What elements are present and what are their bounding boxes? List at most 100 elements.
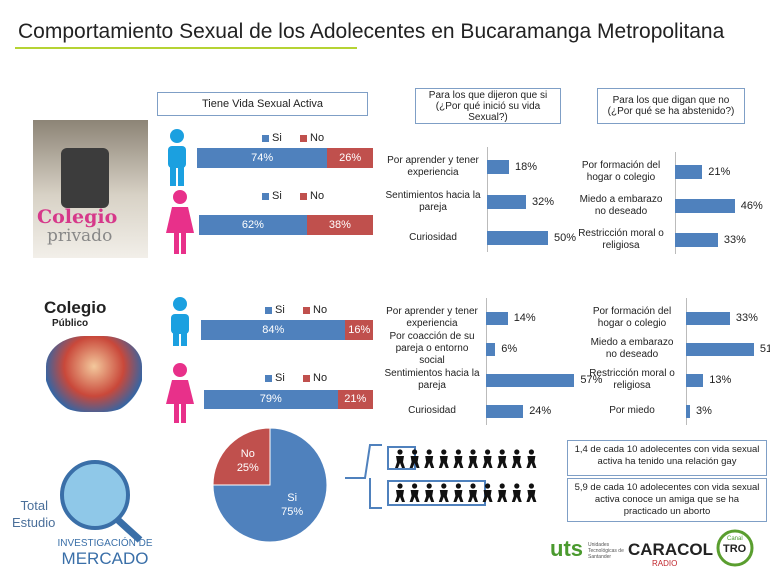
category-text: Por formación del hogar o colegio xyxy=(592,306,672,329)
person-icon xyxy=(438,456,449,468)
person-icon xyxy=(526,490,537,502)
person-icon xyxy=(455,483,461,489)
legend-swatch xyxy=(300,193,307,200)
category-text: Sentimientos hacia la pareja xyxy=(385,190,481,213)
slice-value: 25% xyxy=(237,462,259,474)
sponsor-logo: uts xyxy=(550,536,583,561)
bar xyxy=(686,311,730,325)
category-label: Por miedo xyxy=(584,397,680,425)
person-icon xyxy=(426,449,432,455)
person-icon xyxy=(412,449,418,455)
person-icon xyxy=(453,456,464,468)
people-figures xyxy=(395,449,537,502)
sponsor-logo: TRO xyxy=(723,543,747,555)
category-label: Sentimientos hacia la pareja xyxy=(384,366,480,394)
legend-swatch xyxy=(262,193,269,200)
category-label: Miedo a embarazo no deseado xyxy=(573,192,669,220)
category-text: Restricción moral o religiosa xyxy=(589,368,675,391)
bar-segment xyxy=(197,148,328,168)
value-label: 33% xyxy=(723,234,746,246)
bar xyxy=(686,342,754,356)
value-label: 24% xyxy=(529,405,552,417)
category-label: Por coacción de su pareja o entorno soci… xyxy=(384,331,480,366)
category-label: Sentimientos hacia la pareja xyxy=(385,188,481,216)
male-icon xyxy=(168,129,186,186)
magnifier-logo xyxy=(60,460,130,530)
category-label: Miedo a embarazo no deseado xyxy=(584,335,680,363)
legend-label: Si xyxy=(275,304,285,316)
value-label: 32% xyxy=(532,196,555,208)
person-icon xyxy=(395,490,405,502)
legend-label: Si xyxy=(275,372,285,384)
person-icon xyxy=(528,483,535,489)
bar xyxy=(675,165,703,179)
person-icon xyxy=(426,483,432,489)
category-text: Por coacción de su pareja o entorno soci… xyxy=(389,331,475,366)
category-text: Restricción moral o religiosa xyxy=(578,228,664,251)
bar-segment xyxy=(199,215,307,235)
person-icon xyxy=(514,483,520,489)
category-text: Por aprender y tener experiencia xyxy=(387,155,479,178)
value-label: 16% xyxy=(348,324,371,336)
legend-swatch xyxy=(303,375,310,382)
note: 5,9 de cada 10 adolecentes con vida sexu… xyxy=(567,478,767,522)
bar xyxy=(675,233,718,247)
value-label: 13% xyxy=(709,374,732,386)
school-label: Colegio xyxy=(37,206,118,228)
question-box: Para los que digan que no (¿Por qué se h… xyxy=(597,88,745,124)
axis-line xyxy=(486,298,487,425)
bar xyxy=(486,373,575,387)
category-text: Curiosidad xyxy=(409,232,457,243)
person-icon xyxy=(468,490,478,502)
category-text: Miedo a embarazo no deseado xyxy=(579,194,663,217)
category-label: Curiosidad xyxy=(384,397,480,425)
pie-slice xyxy=(212,427,271,486)
bar-segment xyxy=(204,390,338,409)
value-label: 33% xyxy=(735,312,758,324)
person-icon xyxy=(485,449,491,455)
bar-segment xyxy=(306,215,373,235)
person-icon xyxy=(482,490,493,502)
bar xyxy=(486,311,508,325)
title-underline xyxy=(15,47,357,49)
bar xyxy=(486,404,524,418)
person-icon xyxy=(514,449,520,455)
person-icon xyxy=(526,456,537,468)
total-word: Total xyxy=(20,498,48,513)
person-icon xyxy=(511,456,522,468)
person-icon xyxy=(424,456,435,468)
section-header: Tiene Vida Sexual Activa xyxy=(157,92,368,116)
note: 1,4 de cada 10 adolecentes con vida sexu… xyxy=(567,440,767,476)
value-label: 50% xyxy=(554,232,577,244)
bar xyxy=(686,373,704,387)
person-icon xyxy=(441,449,447,455)
sponsor-subtitle: Unidades Tecnológicas de Santander xyxy=(588,542,624,560)
category-label: Por formación del hogar o colegio xyxy=(573,158,669,186)
legend-swatch xyxy=(300,135,307,142)
category-label: Por aprender y tener experiencia xyxy=(384,304,480,332)
slice-label: Si xyxy=(287,492,297,504)
bar xyxy=(487,231,548,245)
value-label: 79% xyxy=(259,393,282,405)
person-icon xyxy=(528,449,535,455)
sponsor-subtitle: Canal xyxy=(727,536,743,542)
category-label: Por aprender y tener experiencia xyxy=(385,153,481,181)
person-icon xyxy=(438,490,449,502)
magnifier-handle xyxy=(115,517,143,543)
category-text: Por formación del hogar o colegio xyxy=(581,160,661,183)
category-label: Restricción moral o religiosa xyxy=(584,366,680,394)
person-icon xyxy=(395,456,405,468)
category-text: Por miedo xyxy=(609,405,655,416)
person-icon xyxy=(453,490,464,502)
value-label: 21% xyxy=(708,166,731,178)
value-label: 18% xyxy=(514,161,537,173)
value-label: 21% xyxy=(344,393,367,405)
question-box: Para los que dijeron que si (¿Por qué in… xyxy=(415,88,561,124)
bar-segment xyxy=(201,320,346,340)
brand-logo: INVESTIGACIÓN DE MERCADO xyxy=(35,538,175,569)
slice-value: 75% xyxy=(281,506,303,518)
value-label: 62% xyxy=(241,219,264,231)
school-label: privado xyxy=(47,226,113,246)
person-icon xyxy=(499,449,505,455)
